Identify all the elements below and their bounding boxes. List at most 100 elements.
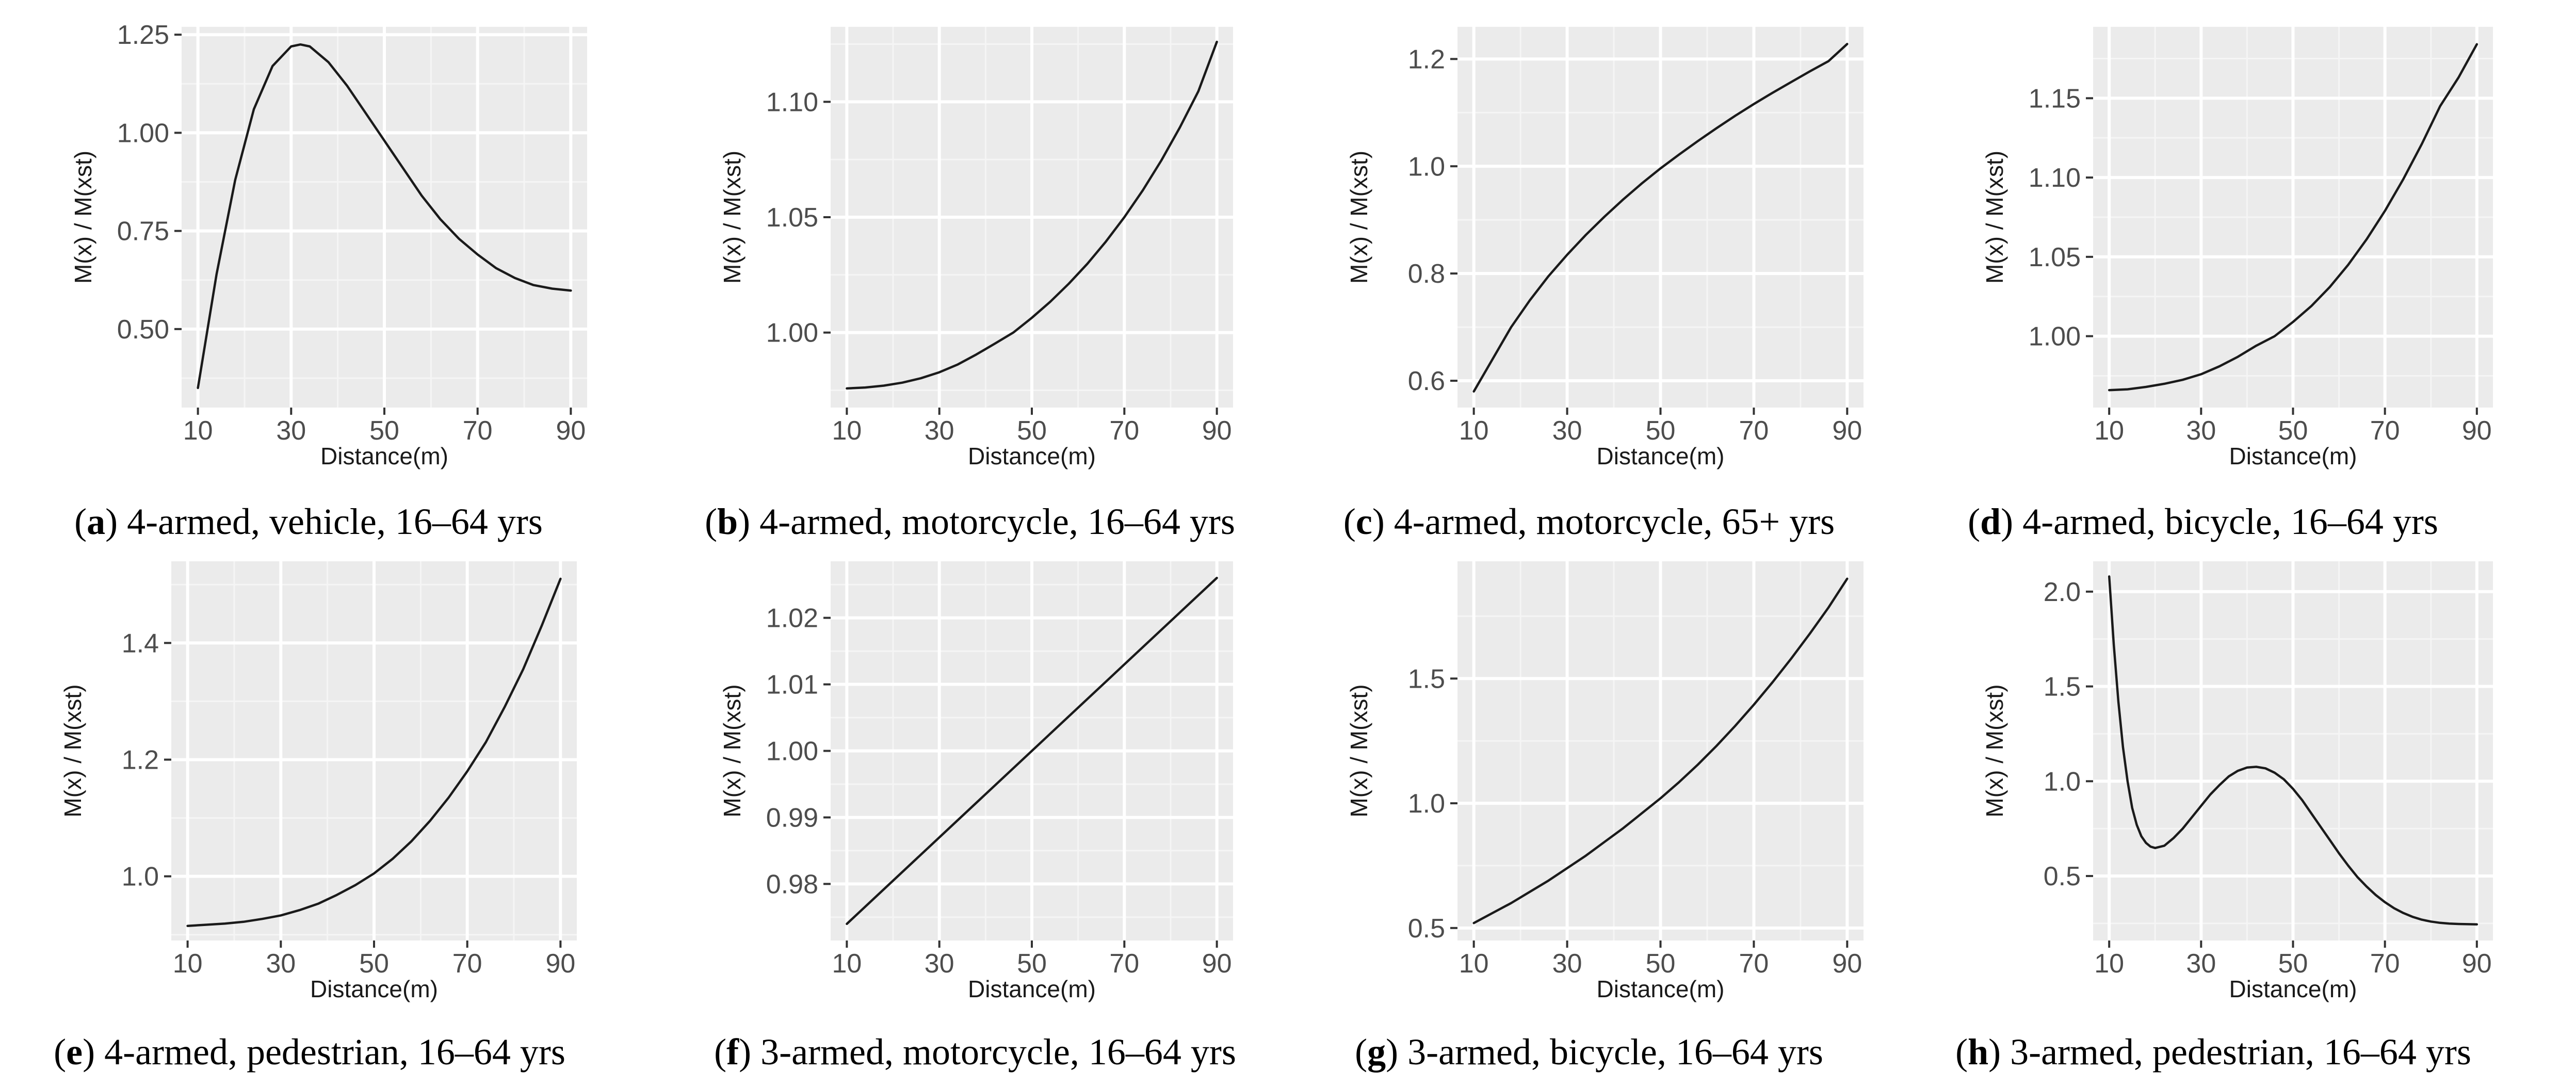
caption-text: 3-armed, pedestrian, 16–64 yrs (2010, 1031, 2471, 1073)
y-axis-label: M(x) / M(xst) (1981, 684, 2008, 817)
major-gridlines (171, 561, 577, 940)
y-tick-label: 1.2 (1408, 44, 1445, 74)
chart-panel-g: 10 30 50 70 90 0.5 1.0 1.5 Distance(m) M(x) / M(x… (1346, 561, 1864, 1073)
caption-text: 3-armed, bicycle, 16–64 yrs (1407, 1031, 1823, 1073)
x-tick-label: 10 (183, 416, 213, 446)
x-tick-label: 70 (1109, 949, 1139, 979)
caption-text: 3-armed, motorcycle, 16–64 yrs (760, 1031, 1236, 1073)
caption-paren-close: ) (83, 1031, 104, 1073)
chart-panel-e: 10 30 50 70 90 1.0 1.2 1.4 Distance(m) M(x) / M(x… (54, 561, 577, 1073)
y-tick-label: 0.8 (1408, 259, 1445, 289)
chart-panel-f: 10 30 50 70 90 0.98 0.99 1.00 1.01 1.02 Distance(m… (714, 561, 1236, 1073)
y-axis-label: M(x) / M(xst) (1346, 684, 1372, 817)
x-axis-label: Distance(m) (968, 443, 1096, 469)
y-axis-label: M(x) / M(xst) (70, 151, 96, 284)
y-tick-label: 1.5 (2044, 672, 2081, 702)
x-tick-label: 70 (1739, 949, 1769, 979)
caption-paren-close: ) (2001, 501, 2022, 542)
x-axis-label: Distance(m) (2229, 976, 2357, 1002)
y-tick-label: 1.0 (2044, 767, 2081, 797)
chart-panel-c: 10 30 50 70 90 0.6 0.8 1.0 1.2 Distance(m) M(x) / … (1343, 27, 1864, 542)
y-tick-label: 1.10 (2029, 163, 2081, 193)
y-tick-label: 0.5 (1408, 914, 1445, 944)
caption-letter: b (717, 501, 738, 542)
y-axis-label: M(x) / M(xst) (1346, 151, 1372, 284)
caption-text: 4-armed, vehicle, 16–64 yrs (127, 501, 543, 542)
caption-letter: a (87, 501, 105, 542)
series-line (1472, 577, 1849, 924)
y-tick-label: 1.4 (122, 628, 159, 658)
x-tick-label: 30 (266, 949, 296, 979)
y-tick-label: 0.98 (766, 869, 818, 899)
caption-paren-open: ( (74, 501, 87, 542)
major-gridlines (2093, 27, 2493, 408)
x-tick-label: 10 (832, 949, 862, 979)
x-tick-label: 50 (2278, 949, 2308, 979)
caption-text: 4-armed, bicycle, 16–64 yrs (2022, 501, 2438, 542)
x-axis-label: Distance(m) (310, 976, 438, 1002)
caption-letter: c (1356, 501, 1372, 542)
caption-paren-close: ) (105, 501, 127, 542)
caption-paren-open: ( (1355, 1031, 1367, 1073)
x-tick-label: 10 (2094, 416, 2124, 446)
x-axis-label: Distance(m) (1597, 976, 1725, 1002)
panel-caption: (c) 4-armed, motorcycle, 65+ yrs (1343, 501, 1835, 542)
y-tick-label: 1.01 (766, 670, 818, 700)
caption-text: 4-armed, motorcycle, 65+ yrs (1394, 501, 1835, 542)
y-tick-label: 1.10 (766, 87, 818, 117)
y-axis-label: M(x) / M(xst) (719, 151, 746, 284)
caption-paren-close: ) (1372, 501, 1394, 542)
y-tick-label: 0.99 (766, 803, 818, 833)
y-tick-label: 1.05 (766, 203, 818, 233)
x-tick-label: 90 (556, 416, 586, 446)
y-tick-label: 1.5 (1408, 664, 1445, 694)
x-tick-label: 70 (1739, 416, 1769, 446)
y-tick-label: 1.0 (122, 862, 159, 892)
chart-panel-a: 10 30 50 70 90 0.50 0.75 1.00 1.25 Distance(m) M(x… (70, 20, 587, 542)
x-tick-label: 70 (1109, 416, 1139, 446)
x-tick-label: 70 (2370, 949, 2400, 979)
caption-letter: h (1968, 1031, 1988, 1073)
x-tick-label: 70 (463, 416, 493, 446)
y-tick-label: 1.15 (2029, 84, 2081, 113)
major-gridlines (182, 27, 587, 408)
caption-paren-close: ) (1988, 1031, 2010, 1073)
y-tick-label: 1.00 (2029, 322, 2081, 352)
panel-caption: (h) 3-armed, pedestrian, 16–64 yrs (1955, 1031, 2471, 1073)
x-tick-label: 90 (1202, 416, 1232, 446)
caption-paren-close: ) (1386, 1031, 1407, 1073)
y-tick-label: 1.02 (766, 604, 818, 634)
x-tick-label: 90 (545, 949, 575, 979)
major-gridlines (1457, 27, 1864, 408)
x-tick-label: 30 (2186, 949, 2216, 979)
x-axis-label: Distance(m) (320, 443, 448, 469)
x-tick-label: 50 (1646, 949, 1676, 979)
y-tick-label: 0.50 (117, 315, 169, 345)
caption-paren-open: ( (714, 1031, 726, 1073)
chart-panel-d: 10 30 50 70 90 1.00 1.05 1.10 1.15 Distance(m) M(x… (1968, 27, 2493, 542)
x-tick-label: 30 (2186, 416, 2216, 446)
caption-letter: e (66, 1031, 83, 1073)
caption-paren-open: ( (54, 1031, 66, 1073)
y-tick-label: 1.25 (117, 20, 169, 50)
series-line (197, 43, 572, 390)
y-tick-label: 1.0 (1408, 152, 1445, 182)
y-tick-label: 1.0 (1408, 789, 1445, 819)
caption-letter: g (1367, 1031, 1386, 1073)
panel-caption: (e) 4-armed, pedestrian, 16–64 yrs (54, 1031, 565, 1073)
x-tick-label: 50 (2278, 416, 2308, 446)
caption-text: 4-armed, pedestrian, 16–64 yrs (104, 1031, 565, 1073)
x-axis-label: Distance(m) (1597, 443, 1725, 469)
y-tick-label: 1.00 (766, 318, 818, 348)
panel-caption: (b) 4-armed, motorcycle, 16–64 yrs (705, 501, 1235, 542)
x-tick-label: 50 (359, 949, 389, 979)
x-tick-label: 90 (2462, 416, 2492, 446)
panel-caption: (f) 3-armed, motorcycle, 16–64 yrs (714, 1031, 1236, 1073)
series-line (1472, 43, 1849, 393)
x-axis-label: Distance(m) (968, 976, 1096, 1002)
chart-panel-h: 10 30 50 70 90 0.5 1.0 1.5 2.0 Distance(m) M(x) / … (1955, 561, 2493, 1073)
x-tick-label: 50 (369, 416, 399, 446)
y-tick-label: 0.75 (117, 217, 169, 247)
x-tick-label: 50 (1017, 416, 1047, 446)
